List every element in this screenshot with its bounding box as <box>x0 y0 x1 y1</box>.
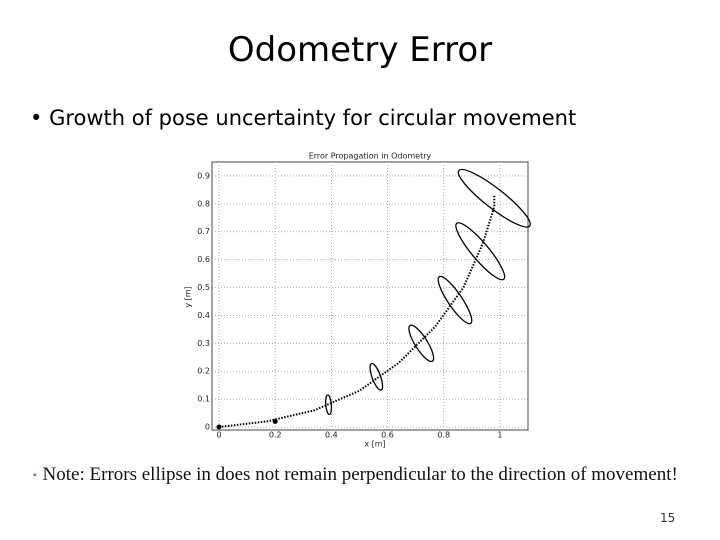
y-tick-label: 0.5 <box>197 283 210 292</box>
error-ellipse <box>457 168 531 228</box>
error-ellipse <box>408 324 435 363</box>
y-tick-label: 0.9 <box>197 171 210 180</box>
error-ellipse <box>369 362 384 391</box>
x-tick-label: 0 <box>216 431 221 440</box>
error-ellipse <box>324 394 333 416</box>
x-tick-label: 0.8 <box>437 431 450 440</box>
y-tick-label: 0.7 <box>197 227 210 236</box>
marker <box>216 424 222 430</box>
error-ellipse <box>437 275 473 325</box>
note-text: Note: Errors ellipse in does not remain … <box>42 464 678 485</box>
chart-title: Error Propagation in Odometry <box>309 152 432 161</box>
x-tick-label: 0.6 <box>381 431 394 440</box>
plot-area <box>211 161 529 431</box>
y-tick-label: 0.6 <box>197 255 210 264</box>
page-number: 15 <box>660 511 676 525</box>
slide-title: Odometry Error <box>227 30 493 70</box>
x-axis-label: x [m] <box>364 440 385 449</box>
y-axis-label: y [m] <box>184 286 193 307</box>
note: ▪ Note: Errors ellipse in does not remain… <box>33 464 678 485</box>
trajectory <box>218 195 496 428</box>
y-tick-label: 0.8 <box>197 199 210 208</box>
bullet: • Growth of pose uncertainty for circula… <box>30 106 577 130</box>
y-tick-label: 0.4 <box>197 311 210 320</box>
x-tick-label: 0.2 <box>269 431 282 440</box>
chart: Error Propagation in Odometry x [m] y [m… <box>184 152 531 449</box>
y-tick-label: 0.2 <box>197 367 210 376</box>
y-tick-label: 0.1 <box>197 395 210 404</box>
error-ellipse <box>455 222 506 281</box>
marker <box>272 418 278 424</box>
x-tick-label: 0.4 <box>325 431 338 440</box>
y-tick-label: 0.3 <box>197 339 210 348</box>
x-tick-label: 1 <box>497 431 502 440</box>
bullet-text: Growth of pose uncertainty for circular … <box>49 106 577 130</box>
y-tick-label: 0 <box>205 423 210 432</box>
